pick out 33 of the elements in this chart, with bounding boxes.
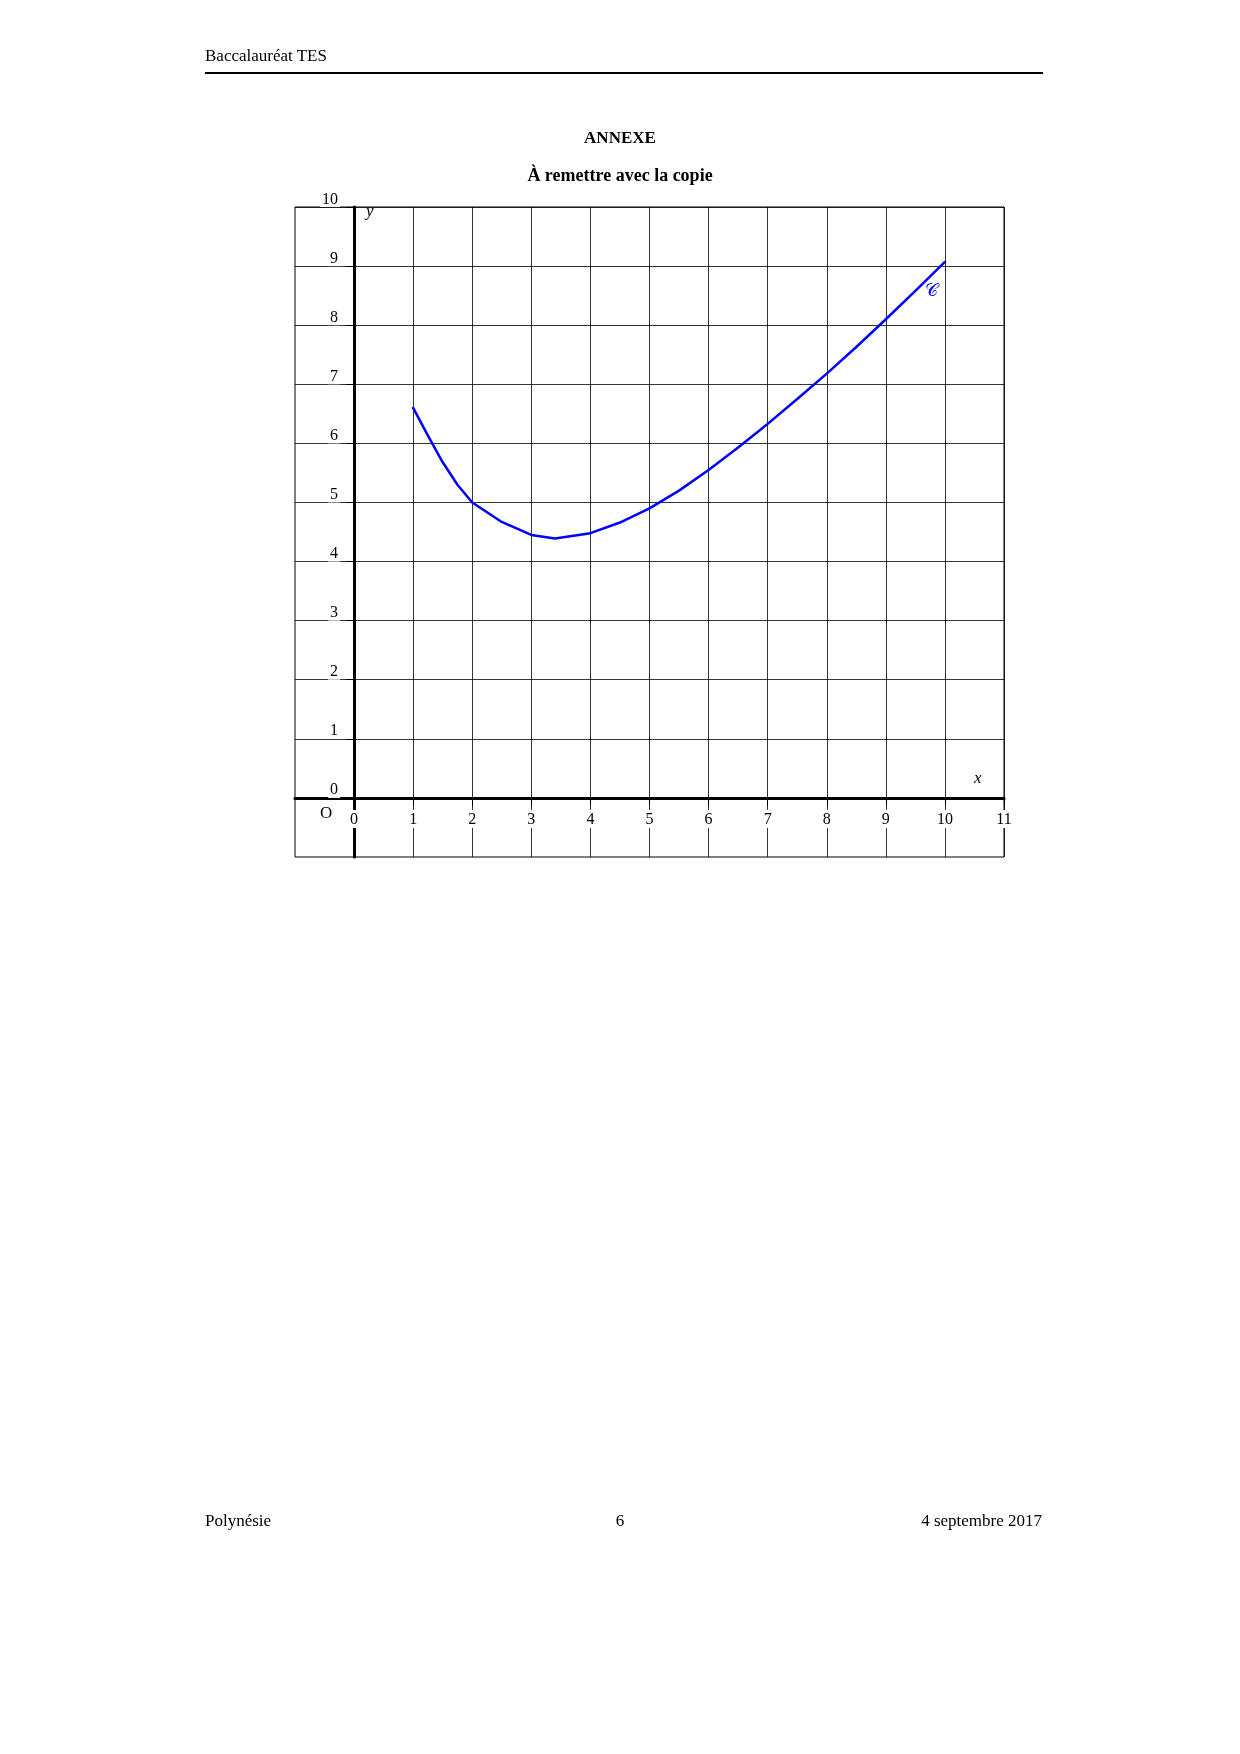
y-tick-label: 7 xyxy=(330,366,339,384)
y-tick-label: 5 xyxy=(330,484,339,502)
x-tick-label: 5 xyxy=(645,810,654,828)
annotation: O xyxy=(320,802,333,822)
x-tick-label: 3 xyxy=(527,810,536,828)
x-tick-label: 9 xyxy=(881,810,890,828)
x-tick-label: 8 xyxy=(822,810,831,828)
text: Polynésie xyxy=(205,1511,272,1531)
x-tick-label: 6 xyxy=(704,810,713,828)
x-tick-label: 10 xyxy=(936,810,953,828)
y-tick-label: 3 xyxy=(330,603,339,621)
y-tick-label: 10 xyxy=(322,189,339,207)
text: 6 xyxy=(615,1511,625,1530)
x-tick-label: 7 xyxy=(763,810,772,828)
y-tick-label: 8 xyxy=(330,307,339,325)
text: Baccalauréat TES xyxy=(205,46,327,65)
y-tick-label: 6 xyxy=(330,425,339,443)
x-tick-label: 1 xyxy=(409,810,418,828)
chart-title: ANNEXE xyxy=(583,128,657,148)
y-tick-label: 0 xyxy=(330,780,339,798)
x-tick-label: 11 xyxy=(996,810,1012,828)
y-tick-label: 9 xyxy=(330,248,339,266)
x-tick-label: 0 xyxy=(350,810,359,828)
series-label: 𝒞 xyxy=(924,279,940,300)
y-tick-label: 1 xyxy=(330,721,339,739)
x-axis-title: x xyxy=(973,767,982,787)
y-tick-label: 2 xyxy=(330,662,339,680)
y-tick-label: 4 xyxy=(330,544,339,562)
x-tick-label: 2 xyxy=(468,810,477,828)
text: 4 septembre 2017 xyxy=(921,1511,1042,1531)
x-tick-label: 4 xyxy=(586,810,595,828)
chart-subtitle: À remettre avec la copie xyxy=(526,165,714,186)
y-axis-title: y xyxy=(364,201,375,220)
